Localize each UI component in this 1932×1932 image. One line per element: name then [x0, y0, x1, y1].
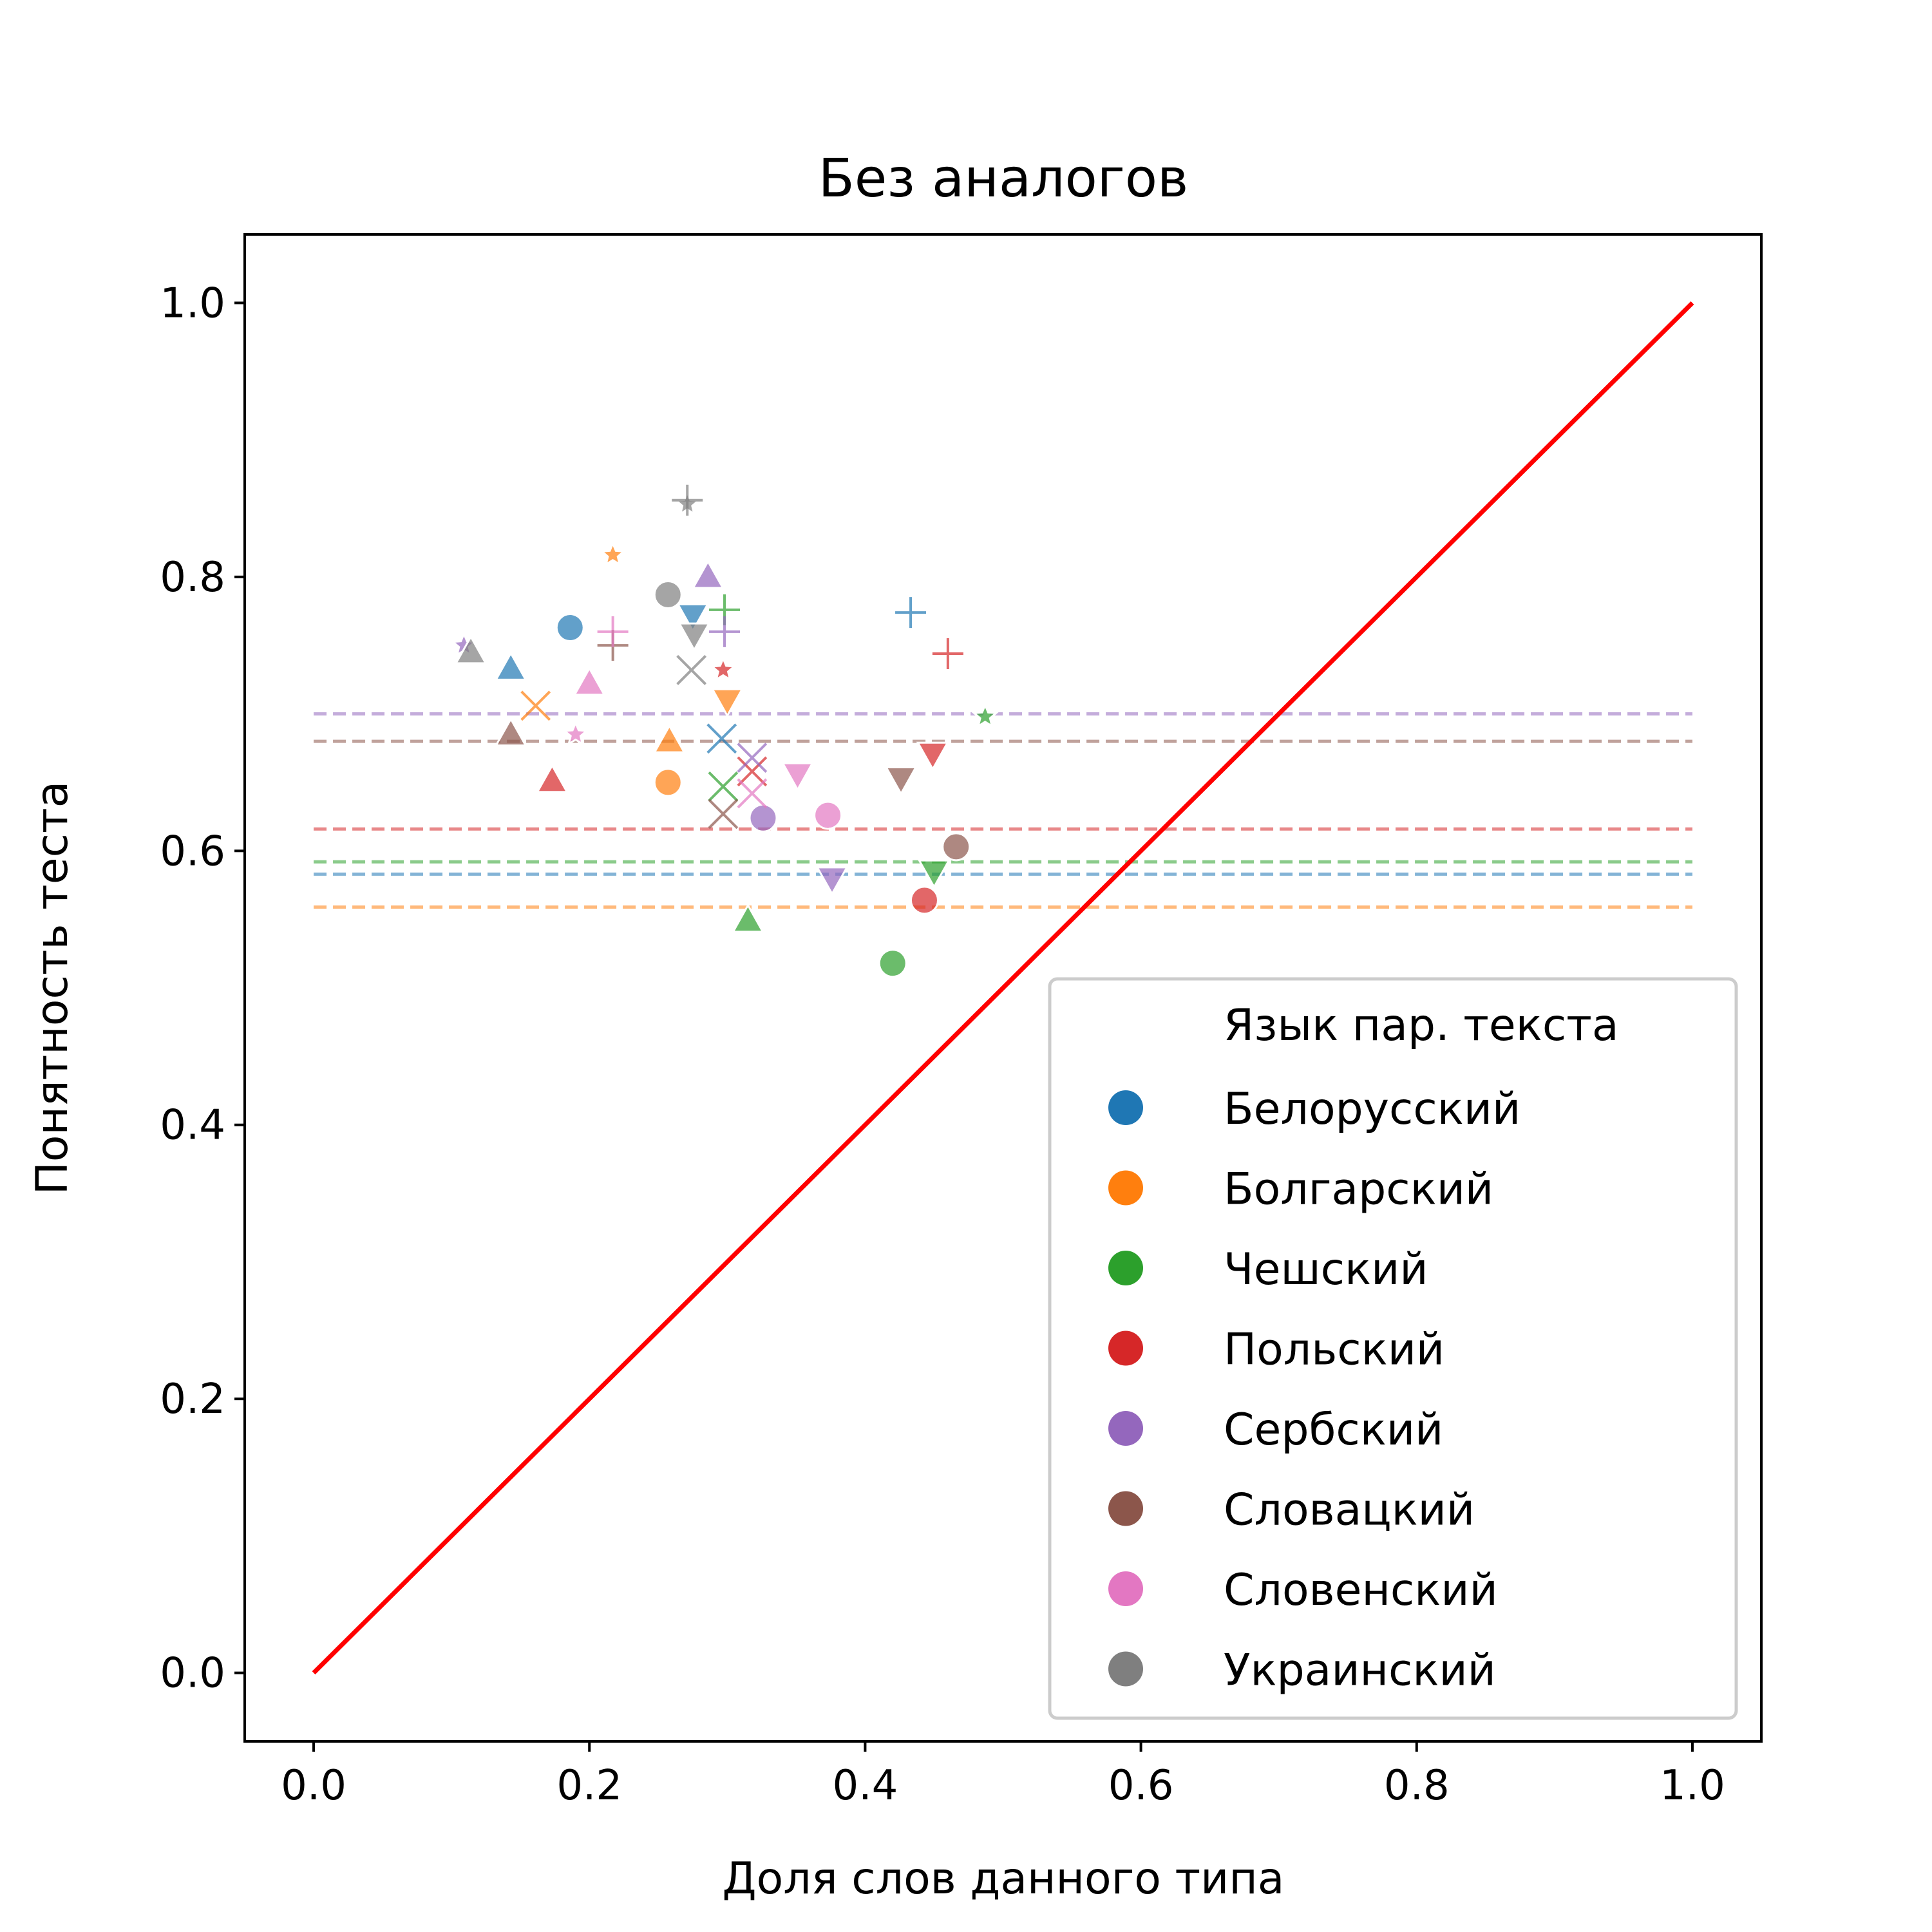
- legend-entry-label: Болгарский: [1224, 1164, 1493, 1215]
- legend-frame: [1048, 977, 1738, 1720]
- legend-marker: [1108, 1331, 1143, 1366]
- legend-entries: Белорусский Болгарский Чешский Польский Серб…: [1108, 1084, 1520, 1696]
- y-axis-ticks: 0.0 0.2 0.4 0.6 0.8 1.0: [160, 279, 245, 1698]
- data-point-x: [737, 743, 768, 773]
- legend-marker: [1108, 1491, 1143, 1526]
- x-tick-label: 0.0: [281, 1762, 346, 1810]
- data-point-circle: [555, 613, 585, 643]
- data-point-triangle: [573, 666, 606, 696]
- data-point-triangle-down: [781, 762, 815, 792]
- data-points: [450, 484, 999, 978]
- y-tick-label: 0.8: [160, 554, 225, 601]
- data-point-triangle-down: [916, 741, 949, 772]
- data-point-triangle-down: [676, 603, 710, 633]
- legend-marker: [1108, 1170, 1143, 1206]
- plot-frame: [243, 233, 1763, 1743]
- data-point-triangle-down: [917, 859, 951, 889]
- data-point-circle: [878, 949, 907, 978]
- legend-marker: [1108, 1571, 1143, 1606]
- data-point-plus: [932, 638, 963, 669]
- data-point-triangle: [652, 724, 686, 753]
- data-point-star: [710, 656, 737, 682]
- data-point-triangle: [691, 559, 724, 589]
- data-point-star: [971, 702, 999, 728]
- data-point-star: [562, 720, 589, 746]
- legend-entry-label: Чешский: [1224, 1244, 1428, 1295]
- data-point-triangle-down: [884, 766, 918, 796]
- data-point-circle: [942, 832, 971, 862]
- y-tick-label: 0.6: [160, 828, 225, 875]
- data-point-x: [676, 655, 707, 685]
- data-point-plus: [672, 484, 703, 516]
- data-point-star: [599, 540, 627, 567]
- x-axis-label: Доля слов данного типа: [723, 1853, 1285, 1904]
- data-point-x: [708, 771, 739, 802]
- legend: Язык пар. текста Белорусский Болгарский Че…: [1048, 977, 1738, 1720]
- x-tick-label: 0.2: [556, 1762, 622, 1810]
- y-tick-label: 0.0: [160, 1650, 225, 1698]
- y-tick-label: 0.4: [160, 1102, 225, 1150]
- data-point-triangle: [535, 763, 569, 793]
- x-tick-label: 0.6: [1108, 1762, 1174, 1810]
- data-point-x: [737, 756, 768, 787]
- data-point-circle: [909, 886, 939, 915]
- data-point-triangle-down: [677, 622, 711, 652]
- data-point-x: [706, 723, 737, 754]
- data-point-plus: [597, 616, 629, 647]
- legend-entry-label: Белорусский: [1224, 1084, 1520, 1135]
- legend-entry-label: Сербский: [1224, 1405, 1443, 1455]
- y-tick-label: 0.2: [160, 1376, 225, 1423]
- data-point-x: [708, 799, 739, 829]
- legend-entry-label: Словенский: [1224, 1565, 1498, 1616]
- legend-title: Язык пар. текста: [1224, 1000, 1619, 1051]
- x-tick-label: 0.4: [833, 1762, 898, 1810]
- data-point-circle: [653, 768, 683, 797]
- legend-marker: [1108, 1090, 1143, 1125]
- reference-line-group: [312, 301, 1694, 1675]
- data-point-plus: [709, 616, 741, 647]
- data-point-circle: [813, 800, 843, 830]
- legend-entry-label: Словацкий: [1224, 1485, 1475, 1536]
- legend-marker: [1108, 1251, 1143, 1285]
- data-point-x: [737, 778, 768, 809]
- x-tick-label: 0.8: [1384, 1762, 1450, 1810]
- data-point-plus: [895, 597, 927, 629]
- x-axis-ticks: 0.0 0.2 0.4 0.6 0.8 1.0: [281, 1741, 1725, 1810]
- data-point-triangle: [731, 903, 764, 933]
- legend-marker: [1108, 1651, 1143, 1687]
- data-point-circle: [653, 580, 683, 609]
- legend-entry-label: Украинский: [1224, 1645, 1496, 1696]
- legend-marker: [1108, 1411, 1143, 1446]
- legend-entry-label: Польский: [1224, 1325, 1444, 1376]
- chart-title: Без аналогов: [819, 148, 1189, 209]
- data-point-triangle: [494, 651, 527, 681]
- y-tick-label: 1.0: [160, 279, 225, 327]
- data-point-x: [520, 690, 551, 721]
- y-axis-label: Понятность теста: [27, 781, 78, 1195]
- x-tick-label: 1.0: [1660, 1762, 1725, 1810]
- data-point-triangle-down: [710, 688, 744, 718]
- data-point-triangle-down: [815, 866, 849, 896]
- mean-lines: [314, 712, 1692, 909]
- data-point-triangle: [454, 634, 488, 665]
- reference-line: [312, 301, 1694, 1675]
- data-point-triangle: [494, 717, 527, 746]
- data-point-circle: [748, 803, 778, 833]
